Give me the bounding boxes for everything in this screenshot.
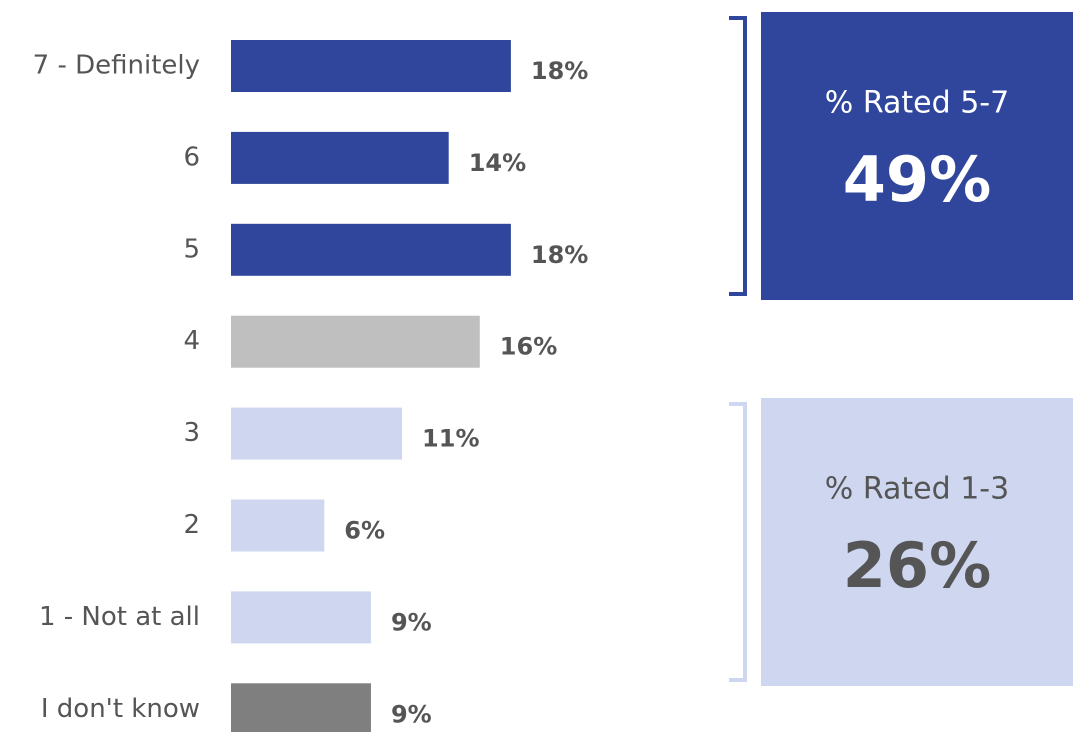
summary-value: 49%	[843, 143, 991, 216]
bar	[231, 683, 371, 732]
bracket	[729, 402, 747, 682]
bar	[231, 315, 480, 368]
summary-box	[761, 398, 1073, 686]
value-label: 9%	[391, 700, 432, 728]
category-label: 1 - Not at all	[39, 602, 200, 632]
category-label: 2	[183, 510, 200, 540]
value-label: 14%	[469, 149, 526, 177]
summary-box	[761, 12, 1073, 300]
value-label: 18%	[531, 57, 588, 85]
bar	[231, 40, 511, 92]
bar	[231, 223, 511, 276]
summary-label: % Rated 1-3	[825, 472, 1009, 507]
bar	[231, 407, 403, 460]
summary-label: % Rated 5-7	[825, 86, 1009, 121]
category-label: I don't know	[41, 694, 200, 724]
category-label: 6	[183, 142, 200, 172]
category-label: 5	[183, 234, 200, 264]
bar	[231, 499, 325, 552]
value-label: 9%	[391, 608, 432, 636]
category-label: 4	[183, 326, 200, 356]
summary-value: 26%	[843, 529, 991, 602]
value-label: 16%	[500, 333, 557, 361]
bar	[231, 131, 449, 184]
value-label: 18%	[531, 241, 588, 269]
bar	[231, 591, 371, 644]
category-label: 3	[183, 418, 200, 448]
value-label: 11%	[422, 425, 479, 453]
category-label: 7 - Definitely	[33, 51, 200, 81]
bracket	[729, 16, 747, 296]
value-label: 6%	[344, 517, 385, 545]
